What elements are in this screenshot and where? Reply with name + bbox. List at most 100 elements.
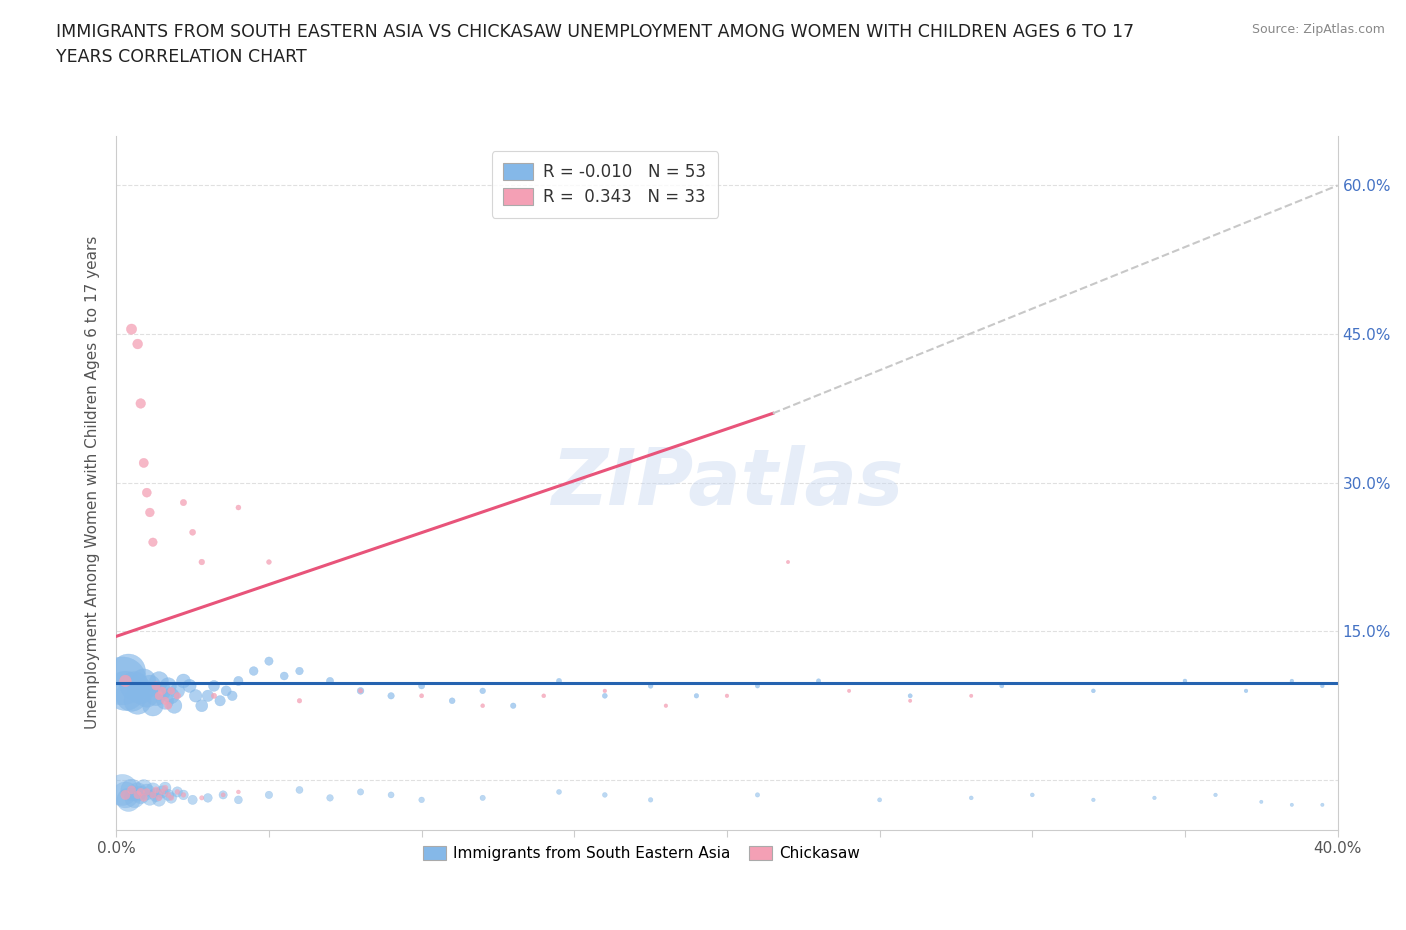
Point: [111, 673, 134, 688]
Point: [129, 788, 152, 803]
Point: [132, 790, 155, 805]
Point: [121, 688, 143, 703]
Point: [502, 698, 524, 713]
Point: [121, 322, 143, 337]
Point: [166, 688, 188, 703]
Point: [960, 688, 983, 703]
Point: [960, 790, 983, 805]
Point: [127, 694, 149, 709]
Point: [640, 679, 662, 694]
Point: [135, 485, 157, 500]
Point: [129, 684, 152, 698]
Point: [142, 788, 165, 803]
Point: [380, 788, 402, 803]
Point: [228, 785, 250, 800]
Point: [181, 525, 204, 539]
Point: [655, 698, 678, 713]
Point: [209, 694, 232, 709]
Point: [117, 792, 139, 807]
Point: [153, 780, 176, 795]
Point: [471, 698, 494, 713]
Point: [142, 535, 165, 550]
Point: [212, 788, 235, 803]
Point: [838, 684, 860, 698]
Point: [221, 688, 243, 703]
Point: [228, 792, 250, 807]
Point: [181, 792, 204, 807]
Point: [135, 785, 157, 800]
Point: [114, 788, 136, 803]
Point: [1281, 673, 1303, 688]
Point: [1021, 788, 1043, 803]
Point: [1174, 673, 1197, 688]
Point: [145, 788, 167, 803]
Text: Source: ZipAtlas.com: Source: ZipAtlas.com: [1251, 23, 1385, 36]
Point: [441, 694, 464, 709]
Point: [202, 679, 225, 694]
Point: [197, 688, 219, 703]
Point: [124, 790, 146, 805]
Point: [593, 788, 616, 803]
Point: [191, 698, 214, 713]
Point: [139, 679, 162, 694]
Point: [150, 785, 173, 800]
Point: [166, 684, 188, 698]
Text: IMMIGRANTS FROM SOUTH EASTERN ASIA VS CHICKASAW UNEMPLOYMENT AMONG WOMEN WITH CH: IMMIGRANTS FROM SOUTH EASTERN ASIA VS CH…: [56, 23, 1135, 66]
Point: [747, 679, 769, 694]
Point: [776, 554, 799, 569]
Point: [160, 684, 183, 698]
Point: [127, 788, 149, 803]
Point: [114, 788, 136, 803]
Point: [1250, 794, 1272, 809]
Point: [288, 664, 311, 679]
Point: [533, 688, 555, 703]
Point: [179, 679, 201, 694]
Point: [157, 788, 180, 803]
Point: [135, 785, 157, 800]
Point: [411, 679, 433, 694]
Point: [1083, 792, 1105, 807]
Point: [471, 684, 494, 698]
Point: [716, 688, 738, 703]
Point: [288, 694, 311, 709]
Point: [150, 684, 173, 698]
Legend: Immigrants from South Eastern Asia, Chickasaw: Immigrants from South Eastern Asia, Chic…: [416, 840, 866, 867]
Point: [172, 788, 194, 803]
Point: [150, 684, 173, 698]
Point: [139, 790, 162, 805]
Point: [869, 792, 891, 807]
Point: [319, 673, 342, 688]
Point: [1205, 788, 1227, 803]
Point: [184, 688, 207, 703]
Point: [145, 782, 167, 797]
Point: [548, 785, 571, 800]
Point: [898, 688, 921, 703]
Point: [157, 788, 180, 803]
Point: [150, 785, 173, 800]
Point: [319, 790, 342, 805]
Point: [471, 790, 494, 805]
Point: [127, 337, 149, 352]
Point: [548, 673, 571, 688]
Point: [135, 688, 157, 703]
Point: [172, 495, 194, 510]
Point: [153, 694, 176, 709]
Point: [212, 788, 235, 803]
Point: [163, 698, 186, 713]
Point: [593, 688, 616, 703]
Point: [129, 396, 152, 411]
Point: [197, 790, 219, 805]
Point: [142, 782, 165, 797]
Point: [1312, 797, 1334, 812]
Y-axis label: Unemployment Among Women with Children Ages 6 to 17 years: Unemployment Among Women with Children A…: [86, 236, 100, 729]
Point: [380, 688, 402, 703]
Point: [160, 790, 183, 805]
Point: [1143, 790, 1166, 805]
Point: [121, 782, 143, 797]
Point: [132, 456, 155, 471]
Point: [145, 679, 167, 694]
Point: [191, 790, 214, 805]
Point: [172, 673, 194, 688]
Point: [127, 785, 149, 800]
Point: [242, 664, 264, 679]
